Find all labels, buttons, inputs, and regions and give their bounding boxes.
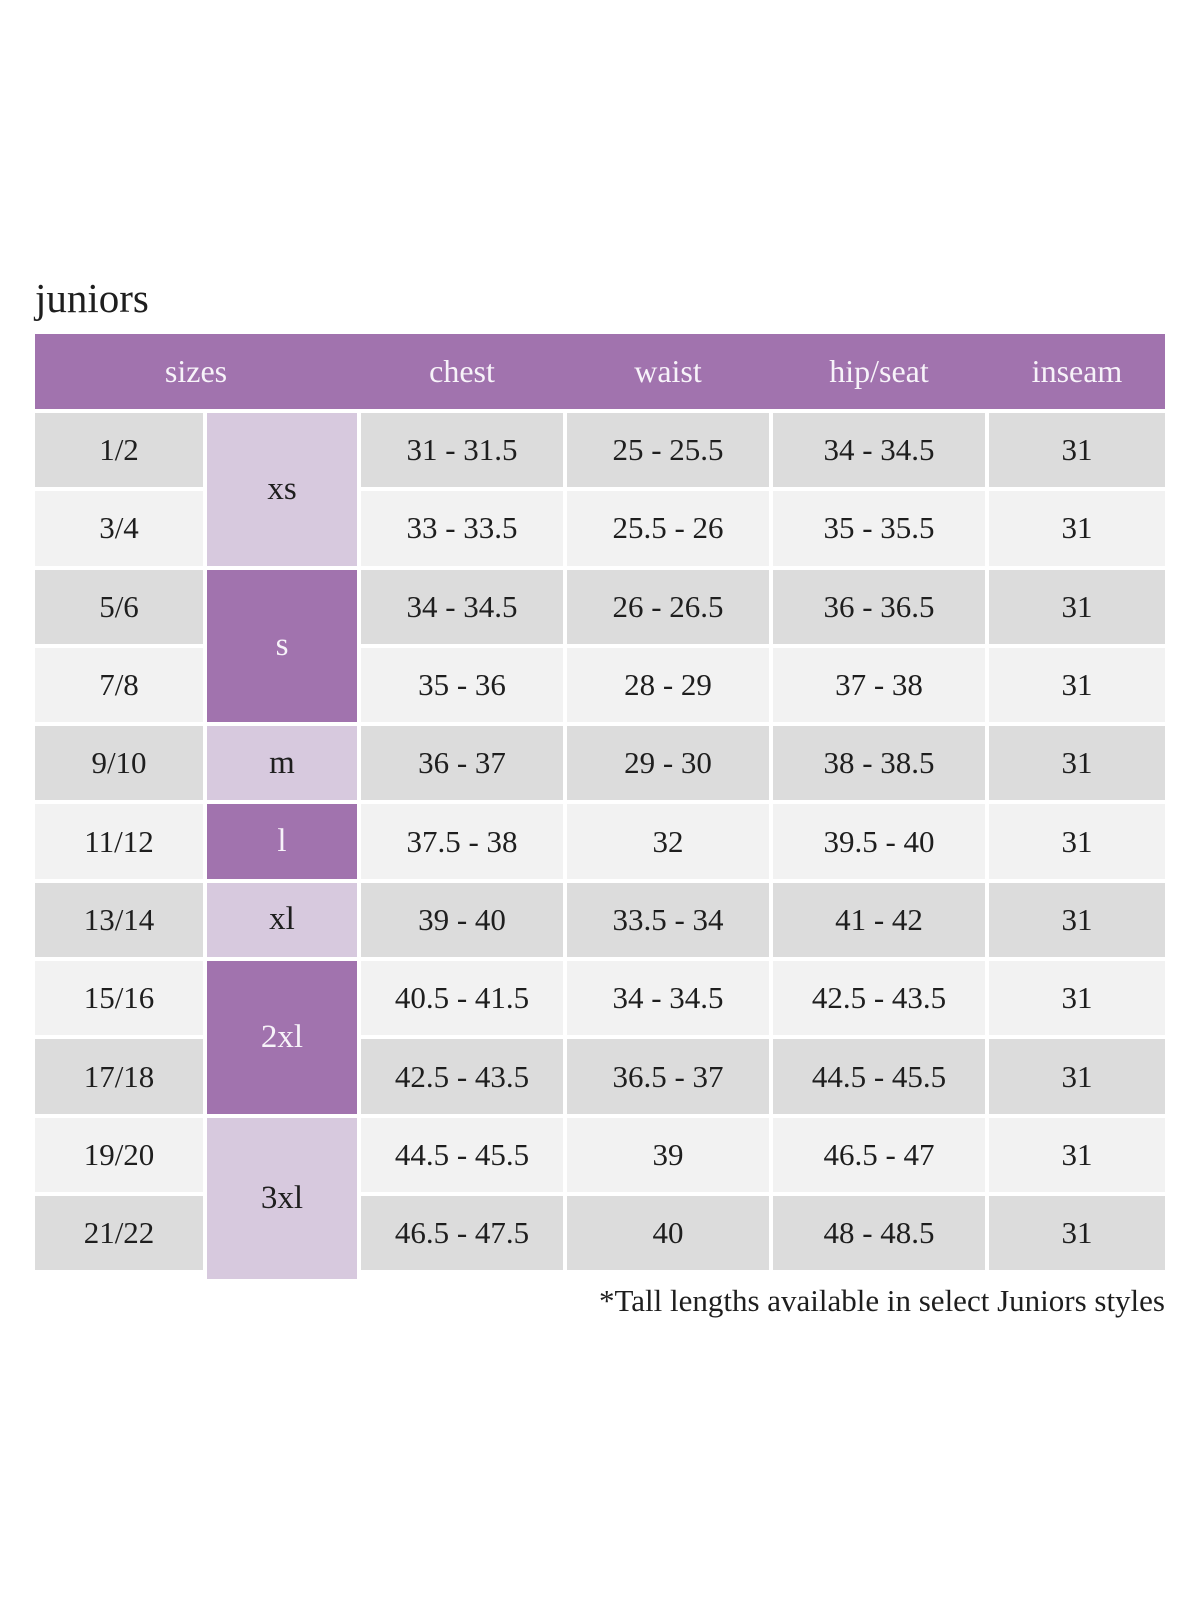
hip-seat-cell: 48 - 48.5 — [773, 1195, 985, 1271]
waist-cell: 40 — [567, 1195, 769, 1271]
size-cell: 17/18 — [35, 1039, 203, 1114]
hip-seat-cell: 34 - 34.5 — [773, 413, 985, 488]
chest-cell: 33 - 33.5 — [361, 491, 563, 566]
inseam-cell: 31 — [989, 491, 1165, 566]
waist-cell: 36.5 - 37 — [567, 1039, 769, 1114]
header-cell-chest: chest — [429, 353, 495, 389]
inseam-cell: 31 — [989, 804, 1165, 879]
letter-size-cell: s — [207, 569, 357, 723]
letter-size-cell: 3xl — [207, 1117, 357, 1280]
chest-cell: 44.5 - 45.5 — [361, 1117, 563, 1192]
header-cell-waist: waist — [634, 353, 702, 389]
waist-cell: 25 - 25.5 — [567, 413, 769, 488]
hip-seat-cell: 37 - 38 — [773, 647, 985, 723]
chest-cell: 34 - 34.5 — [361, 569, 563, 644]
inseam-cell: 31 — [989, 647, 1165, 723]
size-cell: 11/12 — [35, 804, 203, 879]
chest-cell: 31 - 31.5 — [361, 413, 563, 488]
inseam-cell: 31 — [989, 726, 1165, 801]
inseam-cell: 31 — [989, 1039, 1165, 1114]
size-cell: 9/10 — [35, 726, 203, 801]
inseam-cell: 31 — [989, 413, 1165, 488]
header-cell-inseam: inseam — [1031, 353, 1123, 389]
letter-size-cell: xl — [207, 882, 357, 958]
waist-cell: 25.5 - 26 — [567, 491, 769, 566]
table-body: 1/2 31 - 31.5 25 - 25.5 34 - 34.5 31 3/4 33 - … — [35, 413, 1165, 1280]
size-cell: 1/2 — [35, 413, 203, 488]
chest-cell: 37.5 - 38 — [361, 804, 563, 879]
waist-cell: 28 - 29 — [567, 647, 769, 723]
size-cell: 15/16 — [35, 961, 203, 1036]
size-cell: 13/14 — [35, 882, 203, 958]
size-cell: 21/22 — [35, 1195, 203, 1271]
header-cell-hip-seat: hip/seat — [829, 353, 929, 389]
letter-size-cell: xs — [207, 413, 357, 566]
inseam-cell: 31 — [989, 1117, 1165, 1192]
letter-size-cell: m — [207, 726, 357, 801]
size-table: sizes chest waist hip/seat inseam 1/2 31 … — [35, 334, 1165, 1280]
waist-cell: 34 - 34.5 — [567, 961, 769, 1036]
chest-cell: 35 - 36 — [361, 647, 563, 723]
waist-cell: 32 — [567, 804, 769, 879]
chest-cell: 36 - 37 — [361, 726, 563, 801]
size-cell: 7/8 — [35, 647, 203, 723]
footnote: *Tall lengths available in select Junior… — [598, 1283, 1165, 1318]
waist-cell: 39 — [567, 1117, 769, 1192]
header-cell-sizes: sizes — [164, 353, 228, 389]
hip-seat-cell: 42.5 - 43.5 — [773, 961, 985, 1036]
hip-seat-cell: 46.5 - 47 — [773, 1117, 985, 1192]
inseam-cell: 31 — [989, 569, 1165, 644]
page-title: juniors — [35, 275, 149, 321]
hip-seat-cell: 36 - 36.5 — [773, 569, 985, 644]
hip-seat-cell: 35 - 35.5 — [773, 491, 985, 566]
chest-cell: 46.5 - 47.5 — [361, 1195, 563, 1271]
size-cell: 3/4 — [35, 491, 203, 566]
letter-size-cell: 2xl — [207, 961, 357, 1114]
inseam-cell: 31 — [989, 882, 1165, 958]
inseam-cell: 31 — [989, 1195, 1165, 1271]
waist-cell: 33.5 - 34 — [567, 882, 769, 958]
letter-size-cell: l — [207, 804, 357, 879]
waist-cell: 29 - 30 — [567, 726, 769, 801]
hip-seat-cell: 39.5 - 40 — [773, 804, 985, 879]
inseam-cell: 31 — [989, 961, 1165, 1036]
waist-cell: 26 - 26.5 — [567, 569, 769, 644]
chest-cell: 42.5 - 43.5 — [361, 1039, 563, 1114]
size-cell: 19/20 — [35, 1117, 203, 1192]
hip-seat-cell: 38 - 38.5 — [773, 726, 985, 801]
table-header-row: sizes chest waist hip/seat inseam — [35, 334, 1165, 409]
size-cell: 5/6 — [35, 569, 203, 644]
hip-seat-cell: 44.5 - 45.5 — [773, 1039, 985, 1114]
chest-cell: 40.5 - 41.5 — [361, 961, 563, 1036]
chest-cell: 39 - 40 — [361, 882, 563, 958]
hip-seat-cell: 41 - 42 — [773, 882, 985, 958]
